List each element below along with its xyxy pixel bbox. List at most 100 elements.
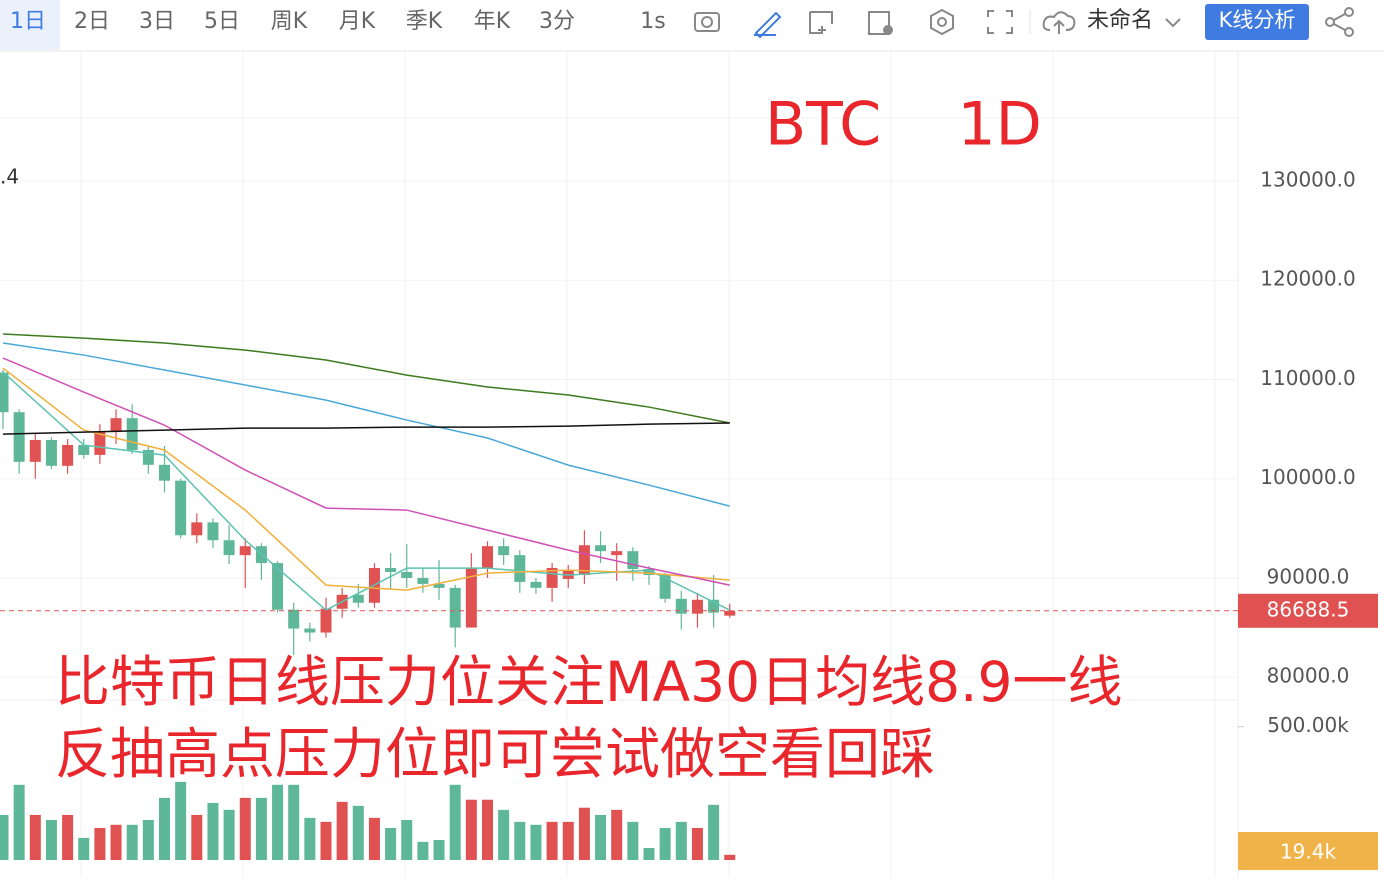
volume-bar <box>724 854 736 860</box>
candle-body <box>530 581 542 588</box>
share-node <box>1344 27 1354 37</box>
candle-body <box>514 555 526 582</box>
period-tab[interactable]: 季K <box>406 9 443 34</box>
volume-bar <box>304 817 316 860</box>
volume-bar <box>562 821 574 860</box>
period-tab[interactable]: 年K <box>474 9 511 34</box>
candle-body <box>320 608 332 633</box>
fullscreen-icon[interactable] <box>987 10 1013 34</box>
cloud-icon[interactable] <box>1042 11 1076 34</box>
candle-body <box>0 372 9 413</box>
candle-body <box>708 599 720 613</box>
camera-icon[interactable] <box>694 12 720 32</box>
annotation: 比特币日线压力位关注MA30日均线8.9一线 <box>55 650 1123 714</box>
candle-body <box>191 522 203 536</box>
candle-body <box>465 568 477 628</box>
active-tab <box>0 0 60 50</box>
analysis-button[interactable]: K线分析 <box>1219 8 1296 32</box>
annotation: 反抽高点压力位即可尝试做空看回踩 <box>55 722 935 786</box>
volume-bar <box>62 814 74 860</box>
volume-bar <box>659 828 671 860</box>
chevron-icon[interactable] <box>1165 18 1181 28</box>
share-node <box>1325 17 1335 27</box>
candle-body <box>482 546 493 569</box>
volume-bar <box>595 814 607 860</box>
volume-bar <box>320 821 332 860</box>
volume-bar <box>675 821 687 860</box>
interval[interactable]: 1s <box>640 9 665 34</box>
y-tick-label: 120000.0 <box>1260 267 1355 291</box>
layout-name[interactable]: 未命名 <box>1087 8 1153 33</box>
toolbar-icons <box>694 4 1354 40</box>
volume-bar <box>401 820 413 860</box>
candle-body <box>611 551 623 556</box>
y-tick-label: 80000.0 <box>1267 664 1350 688</box>
add-icon[interactable] <box>809 11 833 34</box>
volume-bar <box>29 814 41 860</box>
volume-bar <box>78 837 90 860</box>
indicator-dot <box>883 25 893 35</box>
volume-bar <box>110 824 122 860</box>
volume-bar <box>191 814 203 860</box>
share-icon[interactable] <box>1333 13 1346 31</box>
candle-body <box>304 628 316 633</box>
candle-body <box>433 583 445 588</box>
period-tab[interactable]: 2日 <box>74 9 110 34</box>
volume-bar <box>627 821 639 860</box>
volume-bar <box>142 820 154 860</box>
settings-icon[interactable] <box>930 8 954 36</box>
period-tab[interactable]: 周K <box>271 9 308 34</box>
chart-title: BTC 1D <box>765 90 1042 160</box>
candle-body <box>352 594 364 603</box>
plot <box>0 180 1238 860</box>
candle-body <box>659 574 671 599</box>
analysis-button-bg[interactable] <box>1205 4 1309 40</box>
candle-body <box>272 563 284 610</box>
candle-body <box>94 432 106 455</box>
candle-body <box>643 569 655 575</box>
volume-bar <box>546 821 558 860</box>
period-tab[interactable]: 3分 <box>539 9 575 34</box>
candle-body <box>142 449 154 465</box>
volume-bar <box>336 801 348 860</box>
period-tab[interactable]: 1日 <box>10 9 46 34</box>
volume-bar <box>514 821 526 860</box>
y-tick-label: 130000.0 <box>1260 168 1355 192</box>
ma-line <box>2 357 730 586</box>
candle-body <box>13 412 25 462</box>
candle-body <box>385 568 397 572</box>
ma-line <box>2 367 730 591</box>
ma-line <box>2 333 730 424</box>
period-tab[interactable]: 5日 <box>204 9 240 34</box>
candle-body <box>239 546 251 556</box>
candle-body <box>78 444 90 455</box>
share-node <box>1344 7 1354 17</box>
volume-bar <box>708 804 720 860</box>
volume-bar <box>449 784 461 860</box>
volume-bar <box>255 797 267 860</box>
volume-bar <box>482 799 493 860</box>
candle-body <box>627 551 639 570</box>
volume-bar <box>530 824 542 860</box>
indicator-icon[interactable] <box>868 11 890 35</box>
volume-bar <box>239 797 251 860</box>
candle-body <box>578 545 590 575</box>
volume-tick-label: 500.00k <box>1267 713 1349 737</box>
candle-body <box>724 610 736 616</box>
candle-body <box>29 440 41 462</box>
volume-bar <box>45 820 57 860</box>
candle-body <box>449 587 461 628</box>
volume-bar <box>159 797 170 860</box>
volume-bar <box>643 848 655 860</box>
pen-icon[interactable] <box>754 11 782 39</box>
period-tab[interactable]: 月K <box>339 9 376 34</box>
candle-body <box>110 418 122 433</box>
period-tab[interactable]: 3日 <box>139 9 175 34</box>
candle-body <box>675 598 687 614</box>
camera-lens <box>701 16 713 28</box>
last-price-label: 86688.5 <box>1267 597 1350 621</box>
candle-body <box>62 444 74 466</box>
candle-body <box>223 540 235 556</box>
candle-body <box>417 577 429 584</box>
